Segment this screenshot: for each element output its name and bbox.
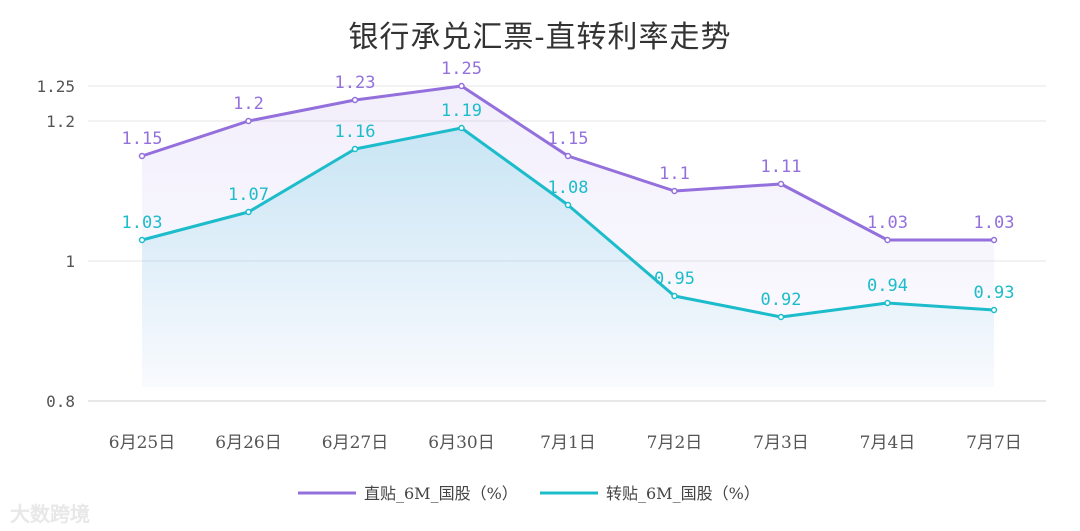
data-point <box>138 152 146 160</box>
data-label: 1.1 <box>659 164 690 184</box>
x-tick-label: 7月7日 <box>966 433 1022 453</box>
legend: 直贴_6M_国股（%） 转贴_6M_国股（%） <box>298 484 760 503</box>
chart-title: 银行承兑汇票-直转利率走势 <box>348 20 732 55</box>
x-tick-label: 7月4日 <box>860 433 916 453</box>
data-point <box>884 236 891 244</box>
data-point <box>884 299 891 307</box>
data-point <box>671 187 678 195</box>
x-tick-label: 6月26日 <box>215 433 281 453</box>
legend-label: 转贴_6M_国股（%） <box>606 484 760 503</box>
series-areas <box>142 86 994 387</box>
data-label: 1.03 <box>122 213 163 233</box>
data-point <box>777 180 785 188</box>
data-point <box>245 117 252 125</box>
data-label: 1.15 <box>548 129 589 149</box>
data-point <box>564 201 572 209</box>
axis-labels: 0.8 1 1.2 1.25 6月25日 6月26日 6月27日 6月30日 7月1日 7月2日 7… <box>36 77 1021 453</box>
data-point <box>351 145 359 153</box>
data-label: 1.2 <box>233 94 264 114</box>
data-point <box>351 96 359 104</box>
data-point <box>990 236 998 244</box>
x-tick-label: 6月27日 <box>322 433 388 453</box>
x-tick-label: 7月3日 <box>753 433 809 453</box>
x-tick-label: 7月1日 <box>540 433 596 453</box>
y-tick-label: 1 <box>65 252 75 271</box>
data-label: 1.16 <box>335 122 376 142</box>
data-label: 1.15 <box>122 129 163 149</box>
x-tick-label: 6月25日 <box>109 433 175 453</box>
y-tick-label: 1.25 <box>36 77 75 96</box>
x-tick-label: 7月2日 <box>647 433 703 453</box>
data-label: 0.95 <box>654 269 695 289</box>
data-label: 1.03 <box>974 213 1015 233</box>
data-label: 0.94 <box>867 276 908 296</box>
data-point <box>458 124 465 132</box>
data-point <box>245 208 252 216</box>
data-labels: 1.15 1.2 1.23 1.25 1.15 1.1 1.11 1.03 1.03 1.03 1.… <box>122 59 1015 310</box>
y-tick-label: 1.2 <box>46 112 75 131</box>
data-label: 1.23 <box>335 73 376 93</box>
data-label: 0.93 <box>974 283 1015 303</box>
data-label: 1.11 <box>761 157 802 177</box>
data-point <box>671 292 678 300</box>
series-area <box>142 128 994 387</box>
legend-label: 直贴_6M_国股（%） <box>364 484 518 503</box>
x-tick-label: 6月30日 <box>428 433 494 453</box>
y-tick-label: 0.8 <box>46 392 75 411</box>
data-label: 1.19 <box>441 101 482 121</box>
data-label: 0.92 <box>761 290 802 310</box>
data-label: 1.03 <box>867 213 908 233</box>
data-point <box>777 313 785 321</box>
watermark-logo: 大数跨境 <box>10 502 90 526</box>
data-label: 1.08 <box>548 178 589 198</box>
series-lines <box>138 82 998 321</box>
data-point <box>564 152 572 160</box>
data-point <box>138 236 146 244</box>
data-label: 1.25 <box>441 59 482 79</box>
data-label: 1.07 <box>228 185 269 205</box>
data-point <box>990 306 998 314</box>
data-point <box>458 82 465 90</box>
